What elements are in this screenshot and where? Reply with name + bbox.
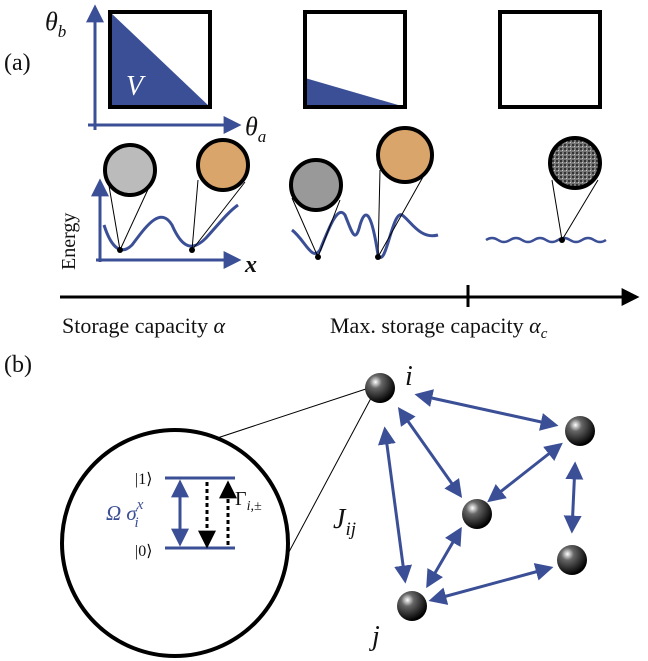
text: Storage capacity bbox=[62, 313, 214, 338]
axis-label: Storage capacity α bbox=[62, 313, 226, 338]
axis-label: Max. storage capacity αc bbox=[330, 313, 548, 342]
qubit bbox=[365, 373, 595, 621]
subscript: c bbox=[541, 326, 548, 342]
text: Max. storage capacity bbox=[330, 313, 529, 338]
energy-curve bbox=[104, 205, 238, 250]
node-label: j bbox=[369, 621, 380, 652]
zoom-circle bbox=[62, 430, 288, 656]
node-label: i bbox=[405, 361, 413, 392]
panel-label: (b) bbox=[4, 352, 32, 378]
memory-circle bbox=[105, 128, 600, 210]
symbol: θ bbox=[45, 7, 58, 36]
axis-label: x bbox=[244, 252, 257, 278]
subscript: i,± bbox=[247, 499, 262, 514]
coupling bbox=[385, 395, 575, 600]
energy-curve bbox=[292, 212, 438, 257]
coupling-label: Jij bbox=[333, 504, 356, 540]
subscript: a bbox=[258, 127, 267, 146]
state-label: |1⟩ bbox=[135, 471, 152, 488]
state-label: |0⟩ bbox=[135, 543, 152, 560]
axis-label: θb bbox=[45, 7, 66, 41]
symbol: α bbox=[529, 313, 541, 338]
symbol: θ bbox=[245, 112, 258, 141]
region bbox=[305, 78, 405, 107]
superscript: x bbox=[136, 497, 144, 513]
region bbox=[110, 12, 210, 107]
panel-label: (a) bbox=[4, 50, 31, 76]
symbol: Γ bbox=[235, 488, 247, 510]
region-label: V bbox=[126, 71, 146, 102]
axis-label: θa bbox=[245, 112, 266, 146]
box bbox=[500, 12, 600, 107]
subscript: i bbox=[134, 515, 138, 531]
symbol: α bbox=[214, 313, 226, 338]
figure: (a) θb θa V Energy x Storage capacity α … bbox=[0, 0, 648, 661]
zoom-lines bbox=[108, 168, 598, 257]
energy-curve bbox=[486, 238, 606, 242]
subscript: ij bbox=[345, 519, 356, 540]
axis-label: Energy bbox=[58, 213, 80, 270]
subscript: b bbox=[58, 22, 67, 41]
